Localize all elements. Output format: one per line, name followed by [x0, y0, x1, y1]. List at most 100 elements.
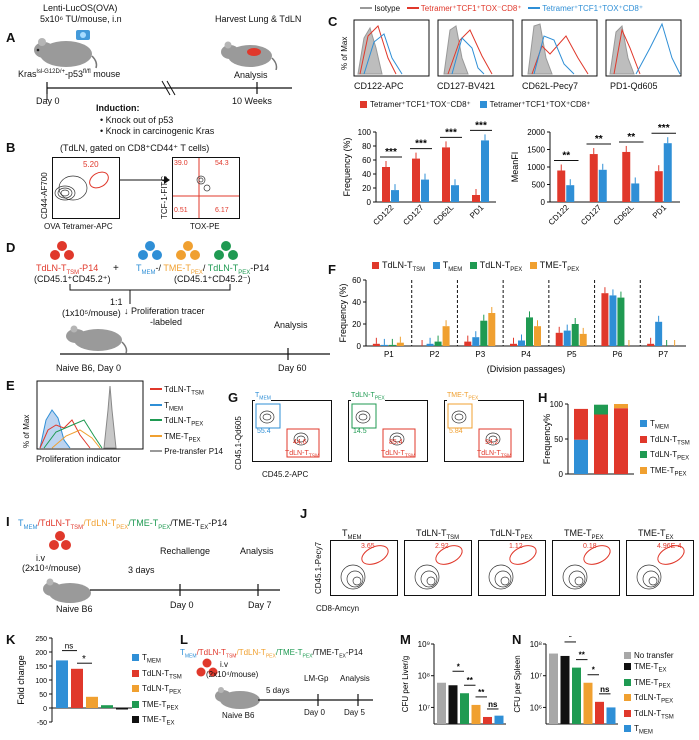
y-tick-label: 0 [367, 198, 372, 207]
bar [549, 653, 558, 724]
stacked-bar [574, 408, 588, 440]
bar [471, 704, 481, 724]
l-analysis: Analysis [340, 674, 370, 683]
panel-label-m: M [400, 632, 411, 647]
bar [382, 167, 390, 202]
y-tick-label: 10⁸ [418, 672, 430, 681]
c-freq-chart: 0 20 40 60 80 100 CD122 *** CD127 *** CD62L *** PD1 *… [342, 120, 496, 227]
bar [598, 169, 607, 202]
x-tick-label: PD1 [651, 203, 669, 221]
virus-label: Lenti-LucOS(OVA) [43, 3, 118, 13]
g-top-value: 55.4 [257, 428, 271, 435]
i-days: 3 days [128, 565, 155, 575]
y-tick-label: 2000 [527, 128, 545, 137]
bar [421, 179, 429, 202]
mouse-a2-icon [221, 41, 278, 70]
induction-title: Induction: [96, 103, 140, 113]
panel-label-n: N [512, 632, 522, 647]
quad-bl: 0.51 [174, 207, 188, 214]
bar [451, 185, 459, 202]
sig-label: ns [65, 642, 73, 651]
panel-label-i: I [6, 514, 10, 529]
y-tick-label: 20 [352, 320, 361, 329]
mouse-i-icon [43, 578, 91, 603]
mouse-a-icon [34, 30, 98, 69]
panel-label-a: A [6, 30, 16, 45]
sig-label: ns [600, 685, 610, 694]
bar [442, 147, 450, 202]
bar [488, 313, 496, 346]
i-day7: Day 7 [248, 600, 272, 610]
y-tick-label: 0 [559, 470, 564, 479]
j-plot-title: TME-TEX [638, 528, 674, 541]
y-tick-label: 0 [357, 342, 362, 351]
j-plot-title: TMEM [342, 528, 362, 541]
n-legend: No transfer TME-TEX TME-TPEX TdLN-TPEX T… [624, 650, 674, 739]
bar [557, 170, 566, 202]
mouse-genotype: Kraslsl-G12D/+-p53fl/fl mouse [18, 69, 121, 79]
y-tick-label: 500 [532, 181, 546, 190]
induction-item-2: • Knock in carcinogenic Kras [100, 126, 215, 136]
gate-b1-value: 5.20 [83, 160, 99, 169]
y-axis-label: Frequency (%) [342, 137, 352, 196]
d-ratio: 1:1 [110, 297, 123, 307]
stacked-bar [594, 404, 608, 415]
bar [518, 340, 525, 346]
g-bottom-name: TdLN-TTSM [285, 450, 320, 460]
induction-item-1: • Knock out of p53 [100, 115, 174, 125]
j-gate-value: 2.92 [435, 543, 449, 550]
panel-label-c: C [328, 14, 338, 29]
timeline-a [46, 80, 292, 100]
bar [534, 326, 541, 346]
c-x2: CD127-BV421 [437, 81, 496, 91]
j-plot-title: TME-TPEX [564, 528, 604, 541]
bar [510, 343, 517, 346]
g-flow-plot: TdLN-TPEX 14.5 85.4 TdLN-TTSM [348, 392, 428, 462]
j-gate-value: 1.12 [509, 543, 523, 550]
bar [589, 154, 598, 202]
g-bottom-name: TdLN-TTSM [477, 450, 512, 460]
c-x4: PD1-Qd605 [610, 81, 658, 91]
bar [56, 660, 68, 708]
x-tick-label: P6 [613, 350, 623, 359]
g-bottom-value: 94.2 [485, 439, 499, 446]
e-histogram [36, 380, 144, 450]
j-xlabel: CD8-Amcyn [316, 604, 360, 613]
sig-label: *** [415, 139, 427, 150]
j-flow-plot: 4.96E-4 [626, 540, 694, 596]
bar [526, 317, 533, 346]
g-bottom-value: 85.4 [389, 439, 403, 446]
g-top-name: TMEM [255, 392, 271, 402]
l-iv: i.v [220, 660, 228, 669]
i-naive: Naive B6 [56, 604, 93, 614]
bar [472, 195, 480, 202]
c-bar-legend: Tetramer⁺TCF1⁺TOX⁻CD8⁺ Tetramer⁺TCF1⁺TOX… [360, 100, 590, 109]
i-day0: Day 0 [170, 600, 194, 610]
y-tick-label: 40 [362, 170, 371, 179]
d-analysis: Analysis [274, 320, 308, 330]
sig-label: * [457, 662, 461, 671]
stacked-bar [594, 414, 608, 474]
k-chart: -50 0 50 100 150 200 250 ns * Fold change [16, 636, 132, 727]
x-tick-label: CD62L [612, 203, 636, 227]
l-naive: Naive B6 [222, 711, 255, 720]
bar [437, 682, 446, 724]
d-pop1: TdLN-TTSM-P14 [36, 263, 99, 276]
y-tick-label: 50 [39, 692, 47, 699]
c-mfi-chart: 0 500 1000 1500 2000 CD122 ** CD127 ** CD62L ** PD1… [510, 123, 680, 227]
c-x1: CD122-APC [354, 81, 404, 91]
y-tick-label: 10⁷ [418, 703, 430, 712]
x-tick-label: CD122 [371, 203, 395, 227]
j-flow-plot: 2.92 [404, 540, 472, 596]
bar [622, 151, 631, 202]
sig-label: ** [478, 688, 485, 697]
x-tick-label: CD127 [579, 203, 603, 227]
bar [579, 333, 587, 346]
stacked-bar [614, 408, 628, 474]
x-axis-label: (Division passages) [487, 364, 566, 374]
bar [606, 707, 616, 724]
bar [86, 696, 98, 708]
h-chart: 0 50 100 Frequency% [542, 400, 634, 479]
bar [71, 668, 83, 708]
x-tick-label: P1 [384, 350, 394, 359]
